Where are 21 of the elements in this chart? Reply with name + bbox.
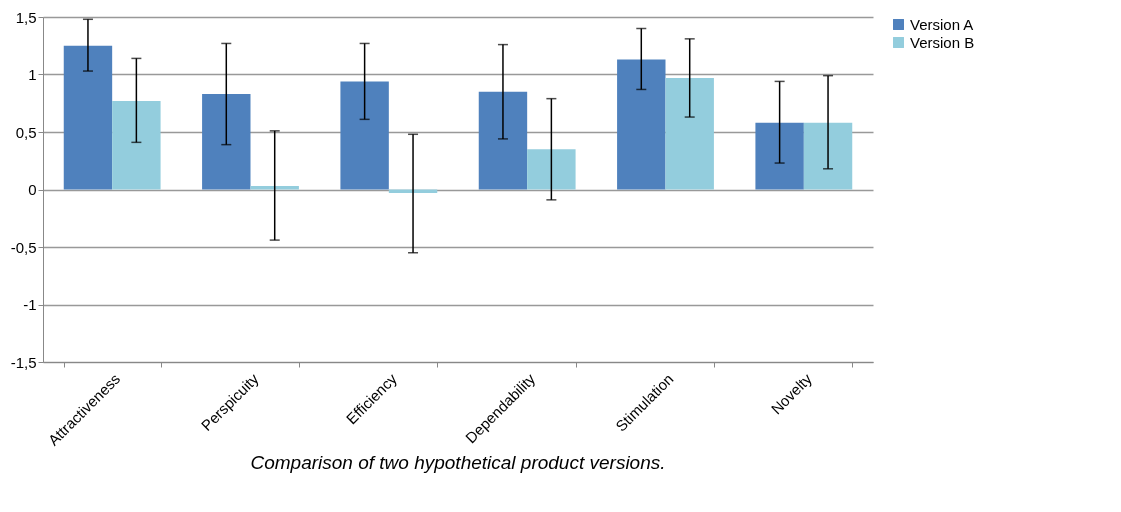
legend-label: Version B bbox=[910, 33, 975, 51]
bar bbox=[755, 122, 804, 190]
bar bbox=[250, 186, 299, 190]
y-tick-label: -1 bbox=[23, 296, 37, 313]
bar bbox=[340, 81, 389, 190]
y-tick-label: 1,5 bbox=[15, 8, 37, 26]
y-tick-label: 1 bbox=[28, 66, 37, 83]
bar bbox=[112, 100, 161, 190]
bar bbox=[63, 45, 113, 190]
bar bbox=[478, 91, 528, 190]
y-tick-label: -1,5 bbox=[10, 353, 37, 371]
bar bbox=[665, 77, 714, 190]
bar bbox=[803, 122, 853, 190]
bar bbox=[527, 149, 576, 190]
y-tick-label: 0 bbox=[28, 181, 37, 198]
y-tick-label: -0,5 bbox=[10, 238, 37, 256]
legend-label: Version A bbox=[910, 15, 974, 33]
bar bbox=[617, 59, 666, 190]
bar bbox=[202, 94, 251, 190]
y-tick-label: 0,5 bbox=[15, 123, 37, 141]
text: Comparison of two hypothetical product versions. bbox=[250, 452, 666, 474]
